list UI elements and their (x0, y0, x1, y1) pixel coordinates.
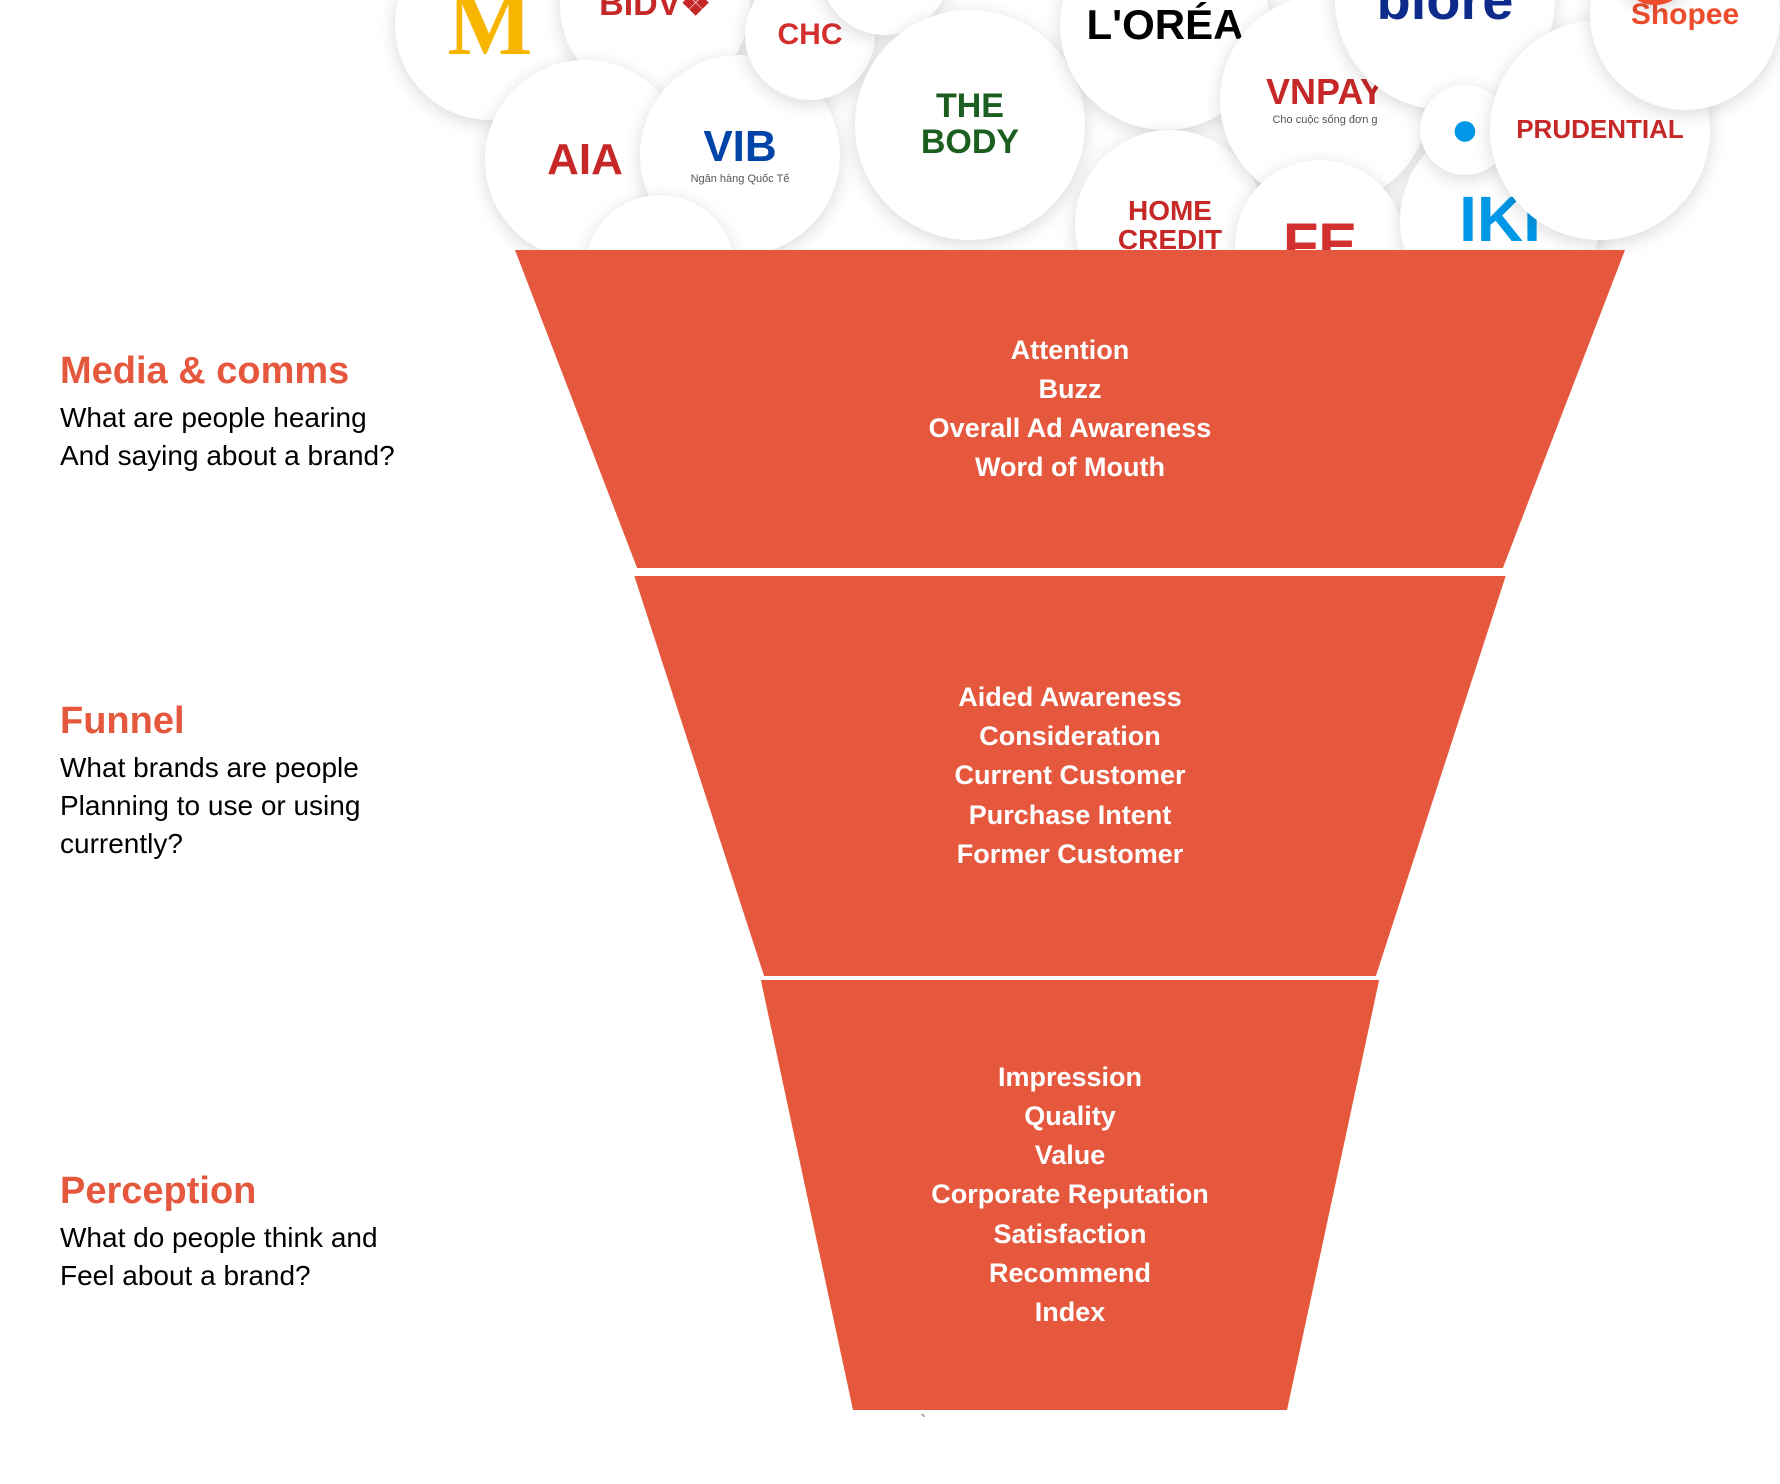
brand-logo-text: CHC (778, 19, 843, 51)
label-media-comms: Media & comms What are people hearing An… (60, 350, 460, 475)
funnel-item: Purchase Intent (969, 796, 1172, 835)
funnel-item: Index (1035, 1293, 1106, 1332)
stray-mark: ` (920, 1412, 927, 1435)
brand-logo-text: VNPAY (1266, 73, 1384, 111)
funnel-item: Word of Mouth (975, 448, 1165, 487)
brand-logo-text: M (448, 0, 533, 72)
label-desc: What brands are people Planning to use o… (60, 749, 460, 862)
brand-logo-subtext: Cho cuộc sống đơn g (1272, 115, 1377, 127)
funnel-item: Aided Awareness (958, 678, 1182, 717)
brand-logo-text: bioré (1377, 0, 1514, 29)
label-funnel: Funnel What brands are people Planning t… (60, 700, 460, 862)
label-desc: What are people hearing And saying about… (60, 399, 460, 475)
infographic-canvas: MBIDV❖AIAVIBNgân hàng Quốc TếVietco…CHC◆… (0, 0, 1780, 1484)
funnel-item: Current Customer (954, 756, 1185, 795)
brand-logo-text: HOME CREDIT (1118, 196, 1222, 255)
funnel-item: Attention (1011, 331, 1129, 370)
funnel-segment-perception: Impression Quality Value Corporate Reput… (760, 976, 1380, 1410)
brand-logo-text: BIDV❖ (599, 0, 711, 23)
brand-logo-bodyshop: THE BODY (855, 10, 1085, 240)
label-title: Perception (60, 1170, 460, 1213)
label-perception: Perception What do people think and Feel… (60, 1170, 460, 1295)
label-title: Funnel (60, 700, 460, 743)
funnel-item: Quality (1024, 1097, 1116, 1136)
brand-logo-subtext: Ngân hàng Quốc Tế (691, 174, 790, 186)
brand-logo-text: PRUDENTIAL (1516, 116, 1684, 143)
label-title: Media & comms (60, 350, 460, 393)
funnel-item: Former Customer (957, 835, 1184, 874)
brand-logo-text: Shopee (1631, 0, 1739, 31)
funnel-item: Impression (998, 1058, 1142, 1097)
funnel-item: Value (1035, 1136, 1106, 1175)
funnel-item: Overall Ad Awareness (929, 409, 1212, 448)
brand-logo-text: AIA (547, 137, 623, 183)
funnel-segment-funnel: Aided Awareness Consideration Current Cu… (633, 572, 1507, 976)
brand-logo-text: THE BODY (921, 89, 1019, 160)
funnel-item: Satisfaction (993, 1215, 1146, 1254)
funnel-segment-media-comms: Attention Buzz Overall Ad Awareness Word… (515, 250, 1625, 568)
funnel-item: Consideration (979, 717, 1161, 756)
brand-logo-text: VIB (703, 124, 776, 170)
funnel-item: Recommend (989, 1254, 1151, 1293)
funnel-item: Buzz (1039, 370, 1102, 409)
label-desc: What do people think and Feel about a br… (60, 1219, 460, 1295)
funnel-item: Corporate Reputation (931, 1175, 1209, 1214)
brand-logo-text: L'ORÉA (1087, 3, 1244, 47)
brand-logo-text: ◆ (862, 0, 908, 2)
brand-logo-text: ● (1451, 105, 1480, 155)
